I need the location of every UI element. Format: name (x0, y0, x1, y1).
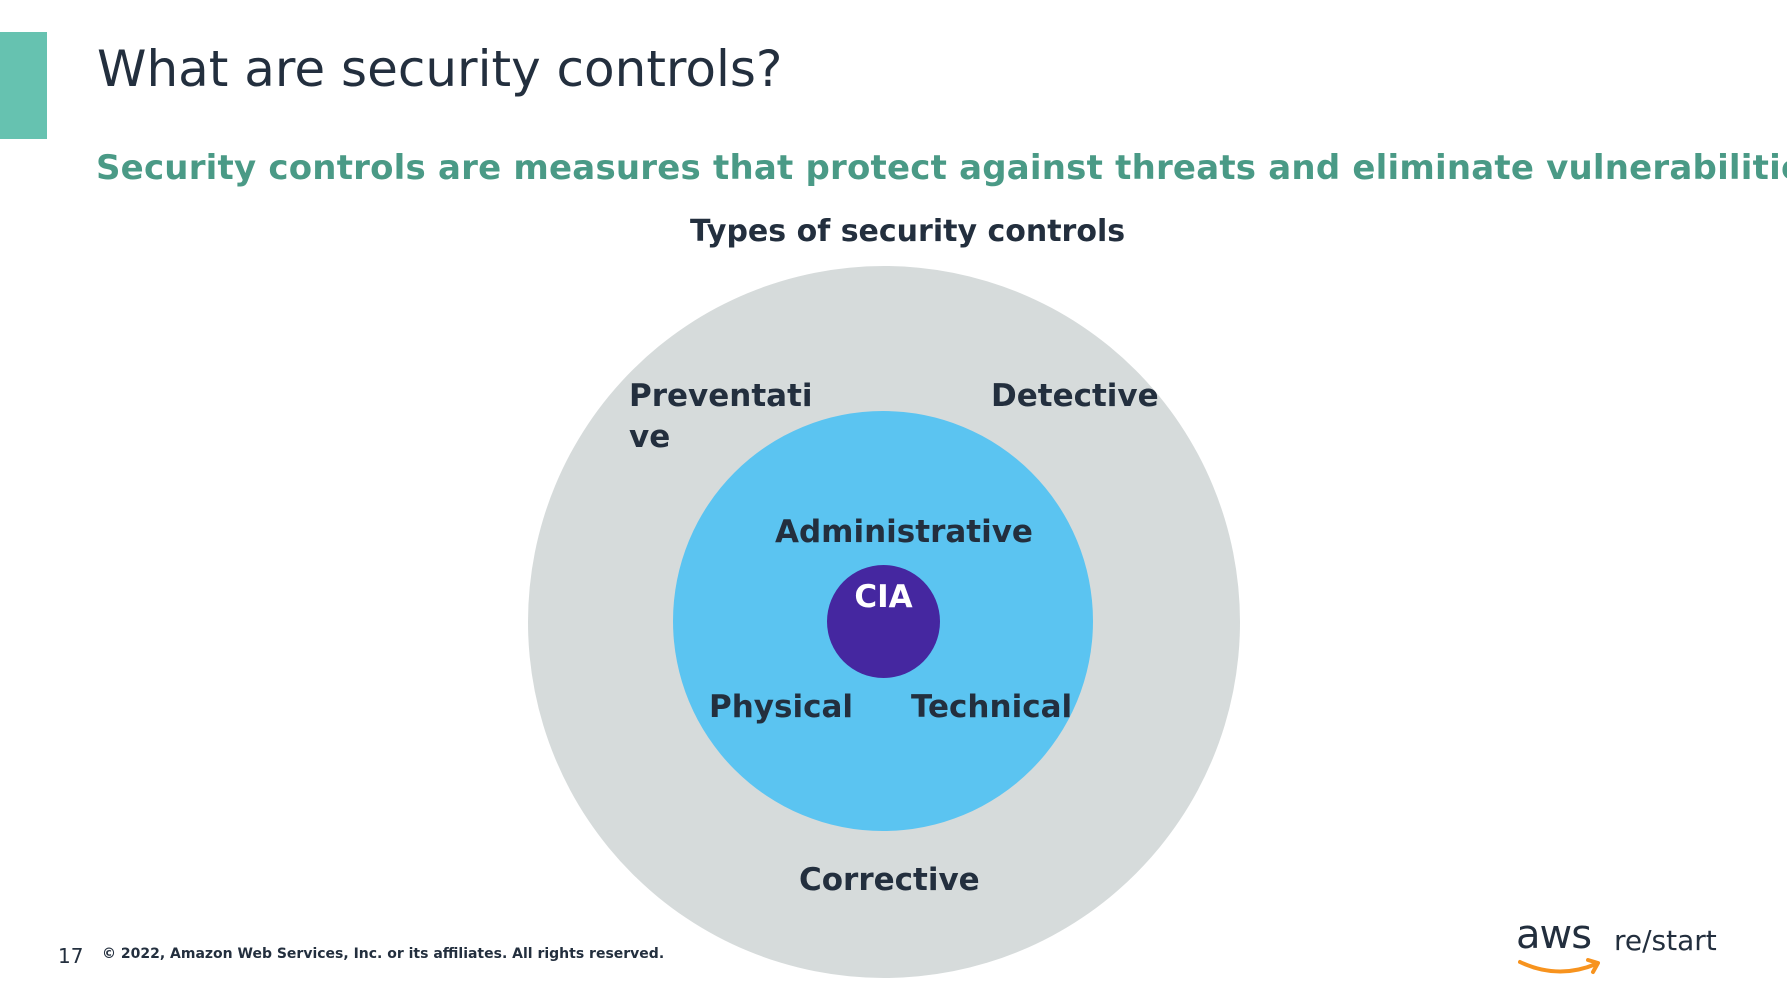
diagram-title: Types of security controls (690, 214, 1126, 249)
copyright-notice: © 2022, Amazon Web Services, Inc. or its… (102, 946, 665, 962)
label-detective: Detective (991, 378, 1159, 414)
label-corrective: Corrective (799, 862, 980, 898)
logo-aws-text: aws (1516, 912, 1592, 958)
page-number: 17 (58, 944, 84, 968)
slide-title: What are security controls? (97, 40, 783, 98)
label-technical: Technical (911, 689, 1073, 725)
label-physical: Physical (709, 689, 853, 725)
accent-bar (0, 32, 47, 139)
aws-restart-logo: aws re/start (1516, 912, 1717, 984)
label-cia: CIA (854, 579, 913, 615)
label-preventative: Preventative (629, 378, 813, 455)
slide-subtitle: Security controls are measures that prot… (96, 148, 1787, 188)
aws-smile-icon (1518, 958, 1600, 974)
logo-restart-text: re/start (1614, 924, 1717, 957)
label-administrative: Administrative (775, 514, 1033, 550)
core-cia-circle (827, 565, 940, 678)
